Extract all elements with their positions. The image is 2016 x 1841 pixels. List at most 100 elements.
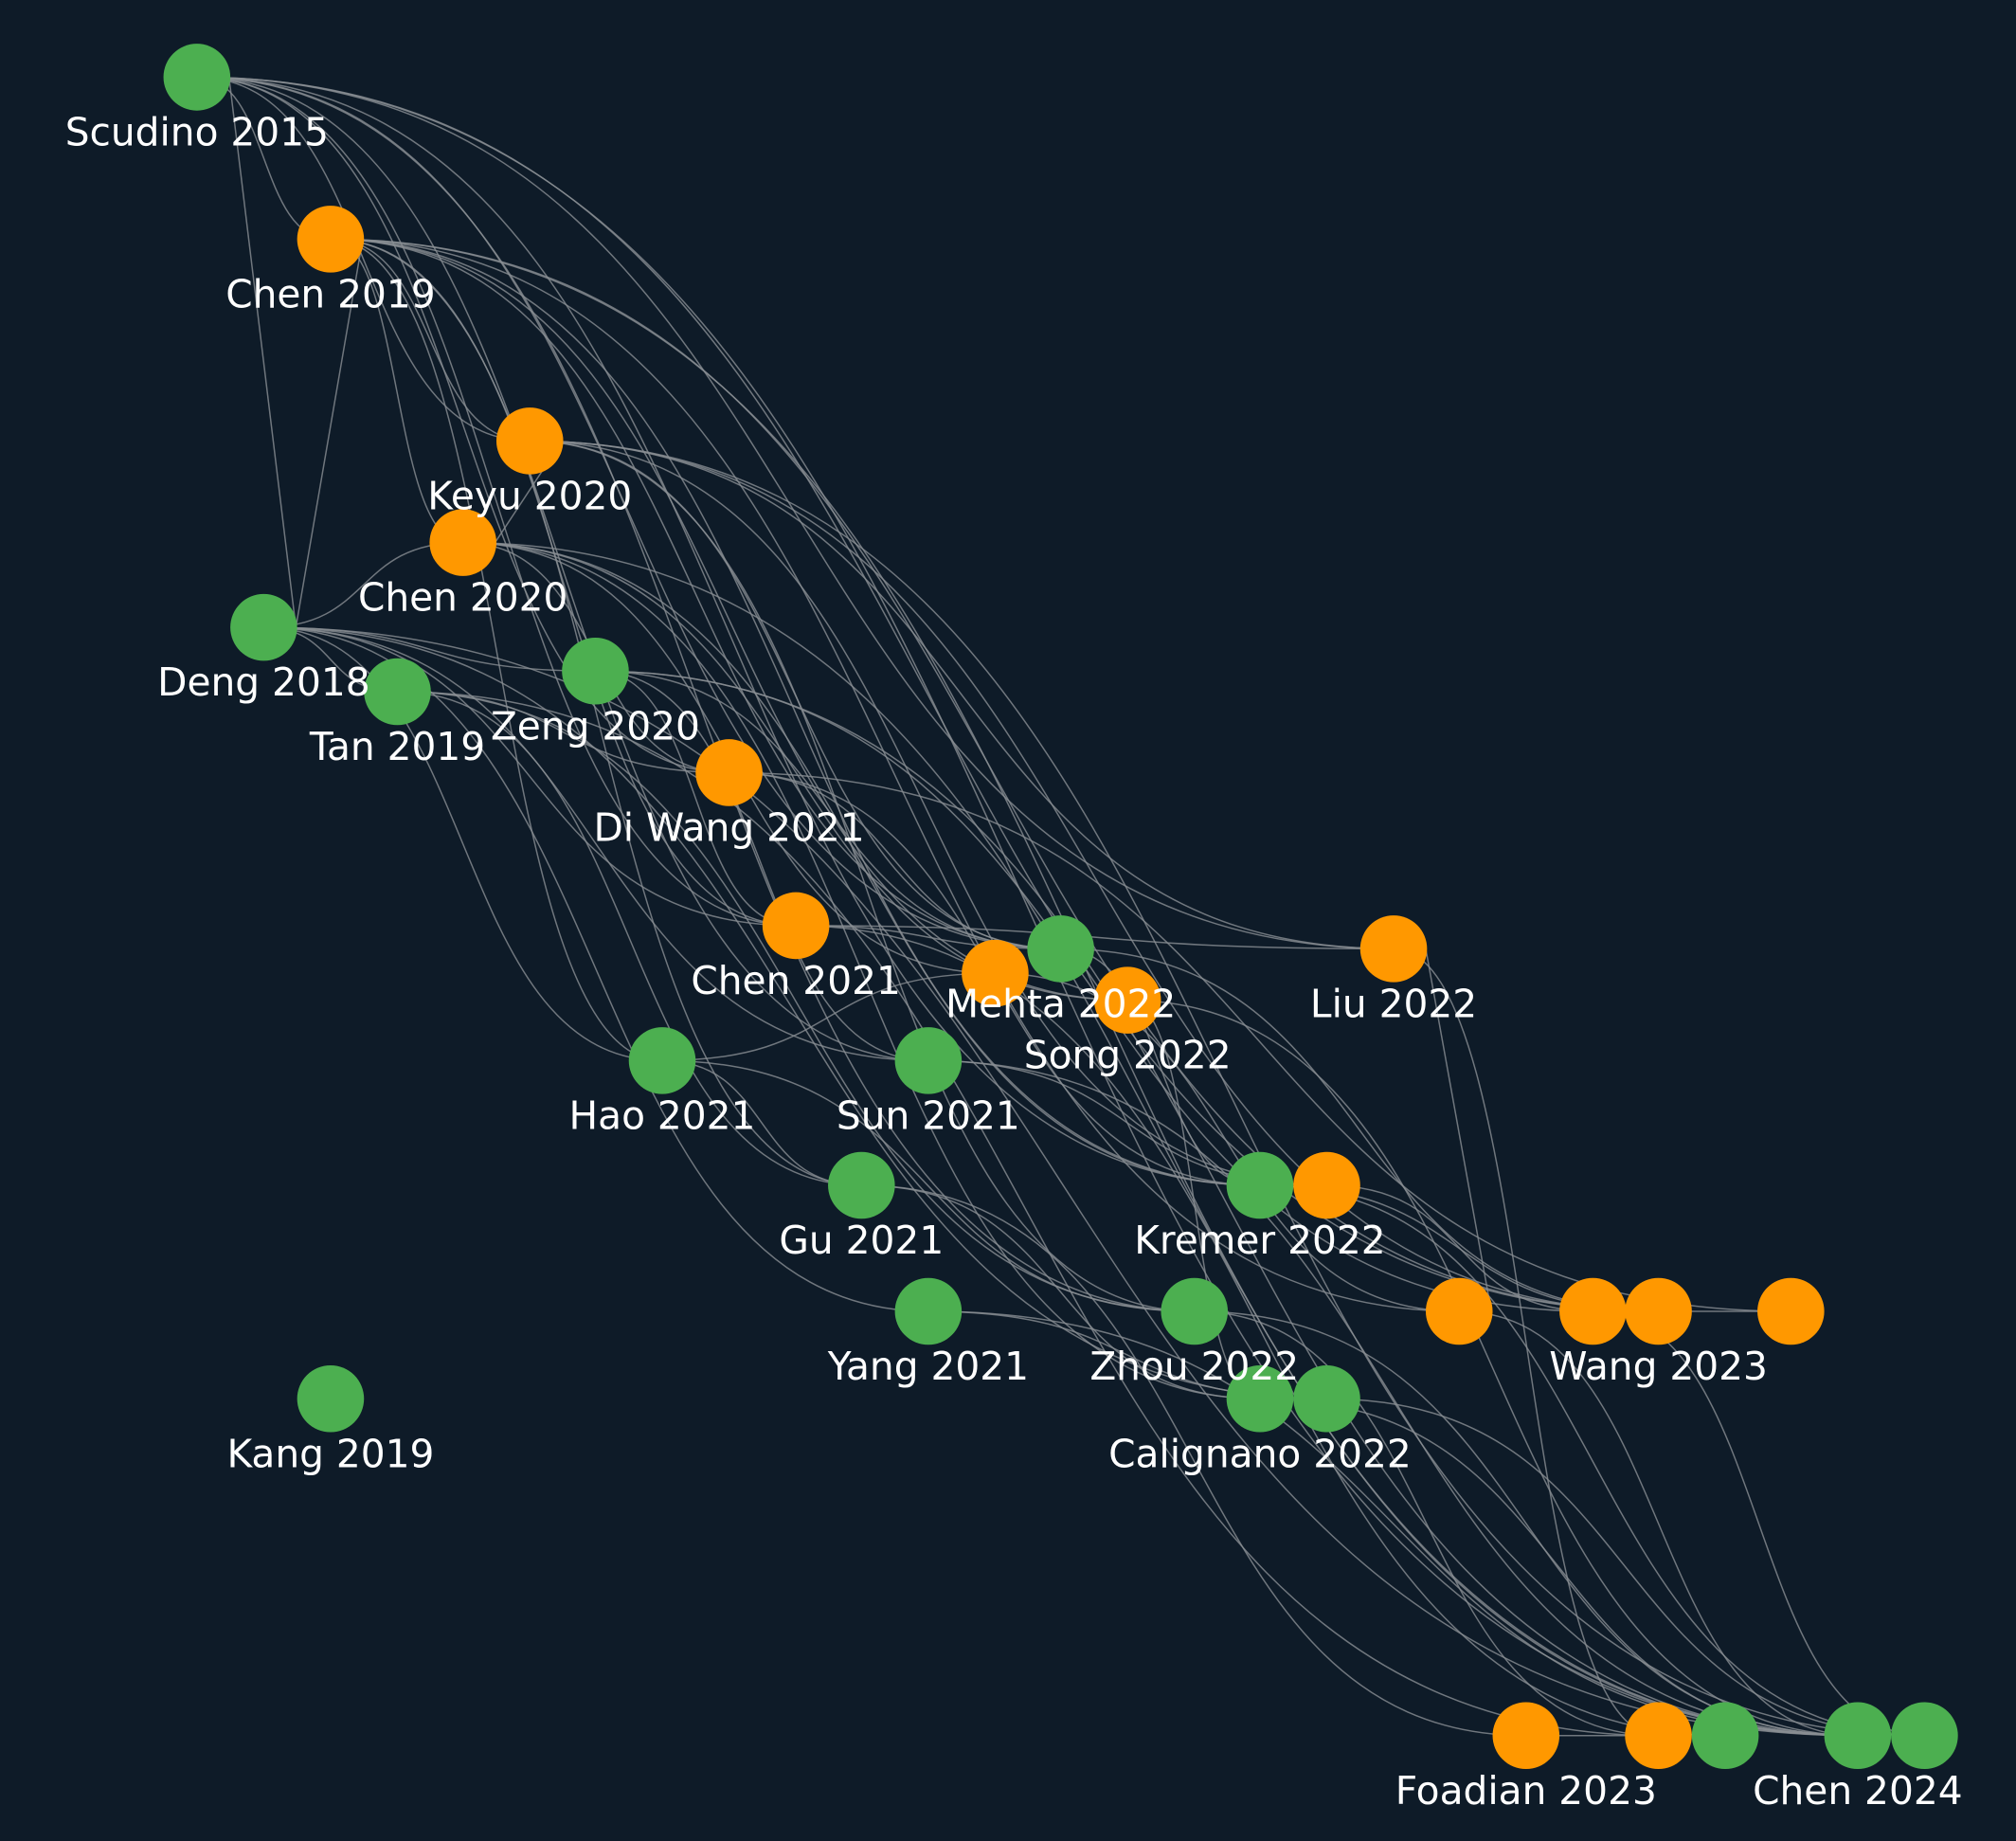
edge: [1127, 999, 1858, 1737]
node-label: Chen 2021: [691, 958, 901, 1003]
edge: [530, 440, 1395, 950]
edge: [330, 238, 663, 1062]
node: [1824, 1702, 1892, 1770]
node-label: Foadian 2023: [1395, 1768, 1657, 1814]
edge: [595, 670, 928, 1062]
node: [1492, 1702, 1560, 1770]
node: [1293, 1364, 1360, 1433]
edge: [330, 238, 1858, 1737]
node: [1359, 915, 1428, 983]
node-label: Zhou 2022: [1089, 1344, 1299, 1389]
edge: [196, 76, 1061, 950]
node: [1161, 1277, 1229, 1345]
node: [1691, 1702, 1759, 1770]
node: [1425, 1277, 1493, 1345]
edge: [263, 626, 1858, 1737]
node: [495, 407, 564, 475]
node: [562, 637, 629, 705]
edge: [196, 76, 1858, 1737]
node: [1226, 1364, 1294, 1433]
edge: [263, 541, 463, 628]
node-label: Zeng 2020: [491, 703, 700, 749]
edge: [729, 771, 1061, 950]
node: [894, 1027, 963, 1094]
node: [1093, 966, 1161, 1034]
node-label: Mehta 2022: [945, 981, 1176, 1026]
edge: [1459, 1310, 1858, 1737]
edge: [530, 440, 1925, 1737]
node-label: Liu 2022: [1310, 981, 1477, 1026]
edge: [729, 771, 1791, 1312]
edge: [1394, 948, 1659, 1737]
edge: [330, 238, 1061, 950]
node-label: Kremer 2022: [1134, 1218, 1385, 1263]
edge: [530, 440, 1659, 1312]
edge: [927, 1059, 1858, 1737]
edge: [462, 541, 1858, 1737]
edge: [861, 1184, 1526, 1737]
node: [364, 658, 431, 726]
node-label: Scudino 2015: [65, 109, 329, 154]
edge: [397, 691, 1195, 1312]
edge: [330, 238, 1128, 1002]
edge: [330, 238, 531, 442]
node: [163, 44, 231, 111]
node: [297, 1364, 365, 1433]
node: [628, 1027, 696, 1094]
node-label: Hao 2021: [569, 1092, 756, 1138]
node-label: Sun 2021: [837, 1092, 1020, 1138]
edge: [1060, 948, 1260, 1186]
node: [1891, 1702, 1958, 1770]
node: [1559, 1277, 1627, 1345]
nodes: Scudino 2015 Chen 2019 Keyu 2020 Chen 2020 D…: [65, 44, 1963, 1814]
edge: [1326, 1398, 1925, 1737]
node: [1625, 1702, 1692, 1770]
edge: [595, 670, 797, 927]
edge: [595, 670, 1593, 1312]
edge: [462, 541, 1260, 1186]
node: [828, 1151, 895, 1219]
edge: [196, 76, 928, 1062]
node-label: Song 2022: [1024, 1033, 1232, 1078]
node: [1226, 1151, 1294, 1219]
edge: [330, 238, 862, 1186]
edge: [196, 76, 1395, 950]
node-label: Kang 2019: [226, 1431, 434, 1476]
edge: [1259, 1184, 1925, 1737]
edges: [196, 76, 1925, 1737]
node: [1757, 1277, 1825, 1345]
edge: [662, 1059, 1195, 1312]
node: [1625, 1277, 1692, 1345]
edge: [995, 972, 1460, 1312]
node-label: Di Wang 2021: [593, 805, 864, 851]
node: [894, 1277, 963, 1345]
node: [695, 739, 763, 806]
node: [429, 509, 496, 576]
node-label: Deng 2018: [157, 659, 369, 705]
edge: [330, 238, 1260, 1186]
node-label: Chen 2024: [1753, 1768, 1963, 1814]
node-label: Calignano 2022: [1108, 1431, 1412, 1476]
edge: [1326, 1184, 1593, 1312]
edge: [1425, 948, 1492, 1312]
edge: [530, 440, 1195, 1312]
node-label: Chen 2019: [225, 271, 435, 316]
node-label: Wang 2023: [1549, 1344, 1768, 1389]
node: [1293, 1151, 1360, 1219]
node-label: Yang 2021: [827, 1344, 1029, 1389]
edge: [397, 691, 1659, 1737]
edge: [196, 76, 1260, 1186]
node: [962, 939, 1029, 1007]
edge: [263, 626, 663, 1062]
node-label: Tan 2019: [309, 724, 485, 769]
node: [1027, 915, 1094, 983]
edge: [263, 626, 928, 1062]
edge: [861, 1184, 1260, 1399]
node-label: Keyu 2020: [427, 473, 632, 518]
edge: [595, 670, 1858, 1737]
node-label: Chen 2020: [358, 575, 567, 621]
edge: [263, 626, 797, 927]
edge: [228, 77, 297, 628]
